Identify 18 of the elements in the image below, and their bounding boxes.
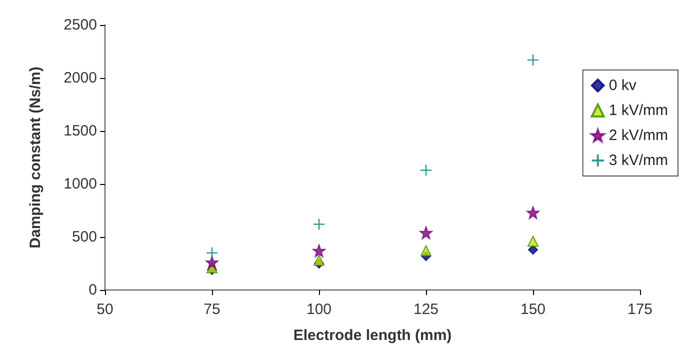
x-axis-title: Electrode length (mm) xyxy=(293,327,452,344)
x-tick-label: 125 xyxy=(413,301,439,318)
y-tick-label: 500 xyxy=(72,228,97,246)
legend-label: 1 kV/mm xyxy=(608,102,668,119)
y-tick-label: 0 xyxy=(88,282,97,298)
y-axis-title: Damping constant (Ns/m) xyxy=(27,66,44,248)
y-tick-label: 1000 xyxy=(64,176,97,192)
y-tick-label: 1500 xyxy=(64,122,97,140)
x-tick-label: 175 xyxy=(627,301,653,318)
x-tick-label: 150 xyxy=(520,301,546,318)
x-tick-label: 100 xyxy=(306,301,332,318)
legend-label: 0 kv xyxy=(608,77,637,94)
y-tick-label: 2500 xyxy=(64,16,97,34)
x-tick-label: 50 xyxy=(96,301,114,318)
legend-label: 3 kV/mm xyxy=(608,152,668,169)
y-tick-label: 2000 xyxy=(64,70,97,86)
x-tick-label: 75 xyxy=(204,301,220,318)
legend-label: 2 kV/mm xyxy=(608,127,668,144)
